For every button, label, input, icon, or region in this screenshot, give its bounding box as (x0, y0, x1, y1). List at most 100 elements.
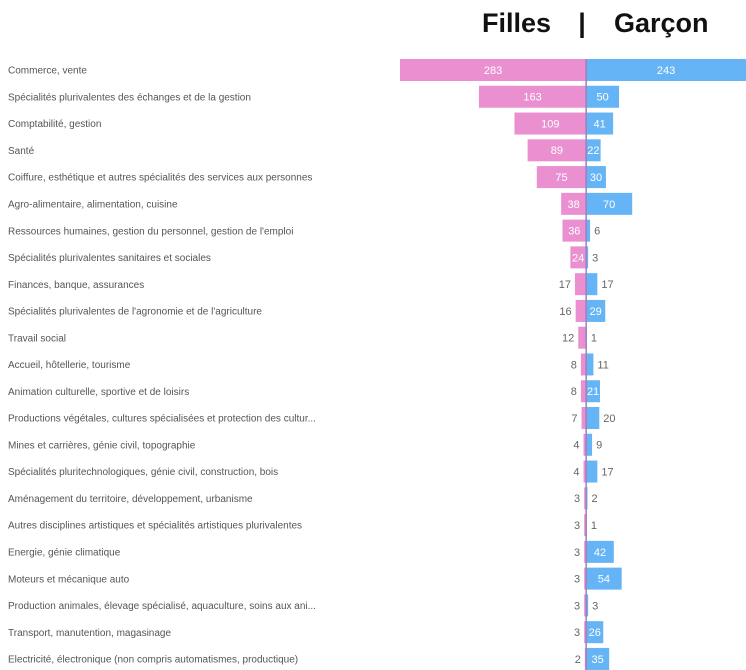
bar (586, 567, 622, 590)
bar (583, 460, 587, 483)
category-label: Ressources humaines, gestion du personne… (8, 226, 293, 237)
value-label: 3 (574, 627, 580, 639)
bar (586, 112, 614, 135)
value-label: 3 (574, 574, 580, 586)
category-label: Transport, manutention, magasinage (8, 628, 171, 639)
value-label: 30 (590, 172, 602, 184)
bar (586, 621, 604, 644)
bar (575, 299, 587, 322)
bar (586, 380, 600, 403)
value-label: 29 (590, 306, 602, 318)
bar (562, 219, 587, 242)
category-label: Energie, génie climatique (8, 548, 121, 559)
category-label: Electricité, électronique (non compris a… (8, 655, 298, 666)
value-label: 22 (587, 145, 599, 157)
category-label: Accueil, hôtellerie, tourisme (8, 360, 131, 371)
bar (583, 433, 587, 456)
value-label: 20 (603, 413, 615, 425)
category-label: Animation culturelle, sportive et de loi… (8, 387, 189, 398)
value-label: 11 (597, 359, 608, 371)
value-label: 35 (592, 654, 604, 666)
category-label: Spécialités plurivalentes de l'agronomie… (8, 307, 262, 318)
bar (584, 514, 587, 537)
bar (580, 353, 587, 376)
bar (514, 112, 587, 135)
bar (586, 85, 620, 108)
value-label: 89 (551, 145, 563, 157)
category-label: Autres disciplines artistiques et spécia… (8, 521, 302, 532)
bar (570, 246, 587, 269)
value-label: 1 (591, 520, 597, 532)
legend-label: Filles (482, 8, 551, 38)
value-label: 8 (571, 386, 577, 398)
value-label: 2 (575, 654, 581, 666)
bar (586, 166, 606, 189)
category-label: Spécialités plurivalentes des échanges e… (8, 92, 251, 103)
bar (584, 540, 587, 563)
category-label: Productions végétales, cultures spéciali… (8, 414, 316, 425)
bar (584, 594, 587, 617)
value-label: 42 (594, 547, 606, 559)
bar (586, 460, 598, 483)
value-label: 3 (592, 600, 598, 612)
value-label: 54 (598, 574, 610, 586)
value-label: 9 (596, 440, 602, 452)
value-label: 41 (594, 118, 606, 130)
value-label: 4 (573, 466, 579, 478)
category-label: Production animales, élevage spécialisé,… (8, 601, 316, 612)
bar (527, 139, 587, 162)
value-label: 3 (574, 600, 580, 612)
bar (586, 594, 589, 617)
category-label: Coiffure, esthétique et autres spécialit… (8, 173, 312, 184)
bar (586, 273, 598, 296)
bar (584, 487, 587, 510)
legend-label: Garçon (614, 8, 709, 38)
value-label: 8 (571, 359, 577, 371)
bar (586, 407, 600, 430)
value-label: 17 (601, 279, 613, 291)
value-label: 50 (596, 92, 608, 104)
value-label: 283 (484, 65, 502, 77)
bar (578, 326, 587, 349)
value-label: 3 (574, 493, 580, 505)
category-label: Travail social (8, 333, 66, 344)
bar (586, 299, 606, 322)
value-label: 243 (657, 65, 675, 77)
value-label: 2 (591, 493, 597, 505)
value-label: 38 (568, 199, 580, 211)
bar (586, 647, 610, 670)
value-label: 21 (587, 386, 599, 398)
bar (478, 85, 587, 108)
value-label: 16 (559, 306, 571, 318)
value-label: 163 (523, 92, 541, 104)
bar (561, 192, 587, 215)
category-label: Aménagement du territoire, développement… (8, 494, 253, 505)
bar (574, 273, 587, 296)
value-label: 109 (541, 118, 559, 130)
bar (586, 353, 594, 376)
bar (586, 540, 614, 563)
value-label: 3 (574, 520, 580, 532)
value-label: 24 (572, 252, 584, 264)
value-label: 26 (589, 627, 601, 639)
bar (581, 407, 587, 430)
category-label: Commerce, vente (8, 66, 87, 77)
value-label: 7 (571, 413, 577, 425)
bar (586, 139, 601, 162)
value-label: 17 (559, 279, 571, 291)
bar (584, 567, 587, 590)
category-label: Spécialités plurivalentes sanitaires et … (8, 253, 211, 264)
bar (586, 246, 589, 269)
bar (586, 433, 593, 456)
category-label: Agro-alimentaire, alimentation, cuisine (8, 199, 178, 210)
value-label: 4 (573, 440, 579, 452)
value-label: 36 (568, 226, 580, 238)
bar (584, 621, 587, 644)
value-label: 1 (591, 333, 597, 345)
category-label: Moteurs et mécanique auto (8, 574, 130, 585)
bar (586, 219, 591, 242)
category-label: Finances, banque, assurances (8, 280, 144, 291)
category-label: Spécialités pluritechnologiques, génie c… (8, 467, 278, 478)
category-label: Comptabilité, gestion (8, 119, 101, 130)
